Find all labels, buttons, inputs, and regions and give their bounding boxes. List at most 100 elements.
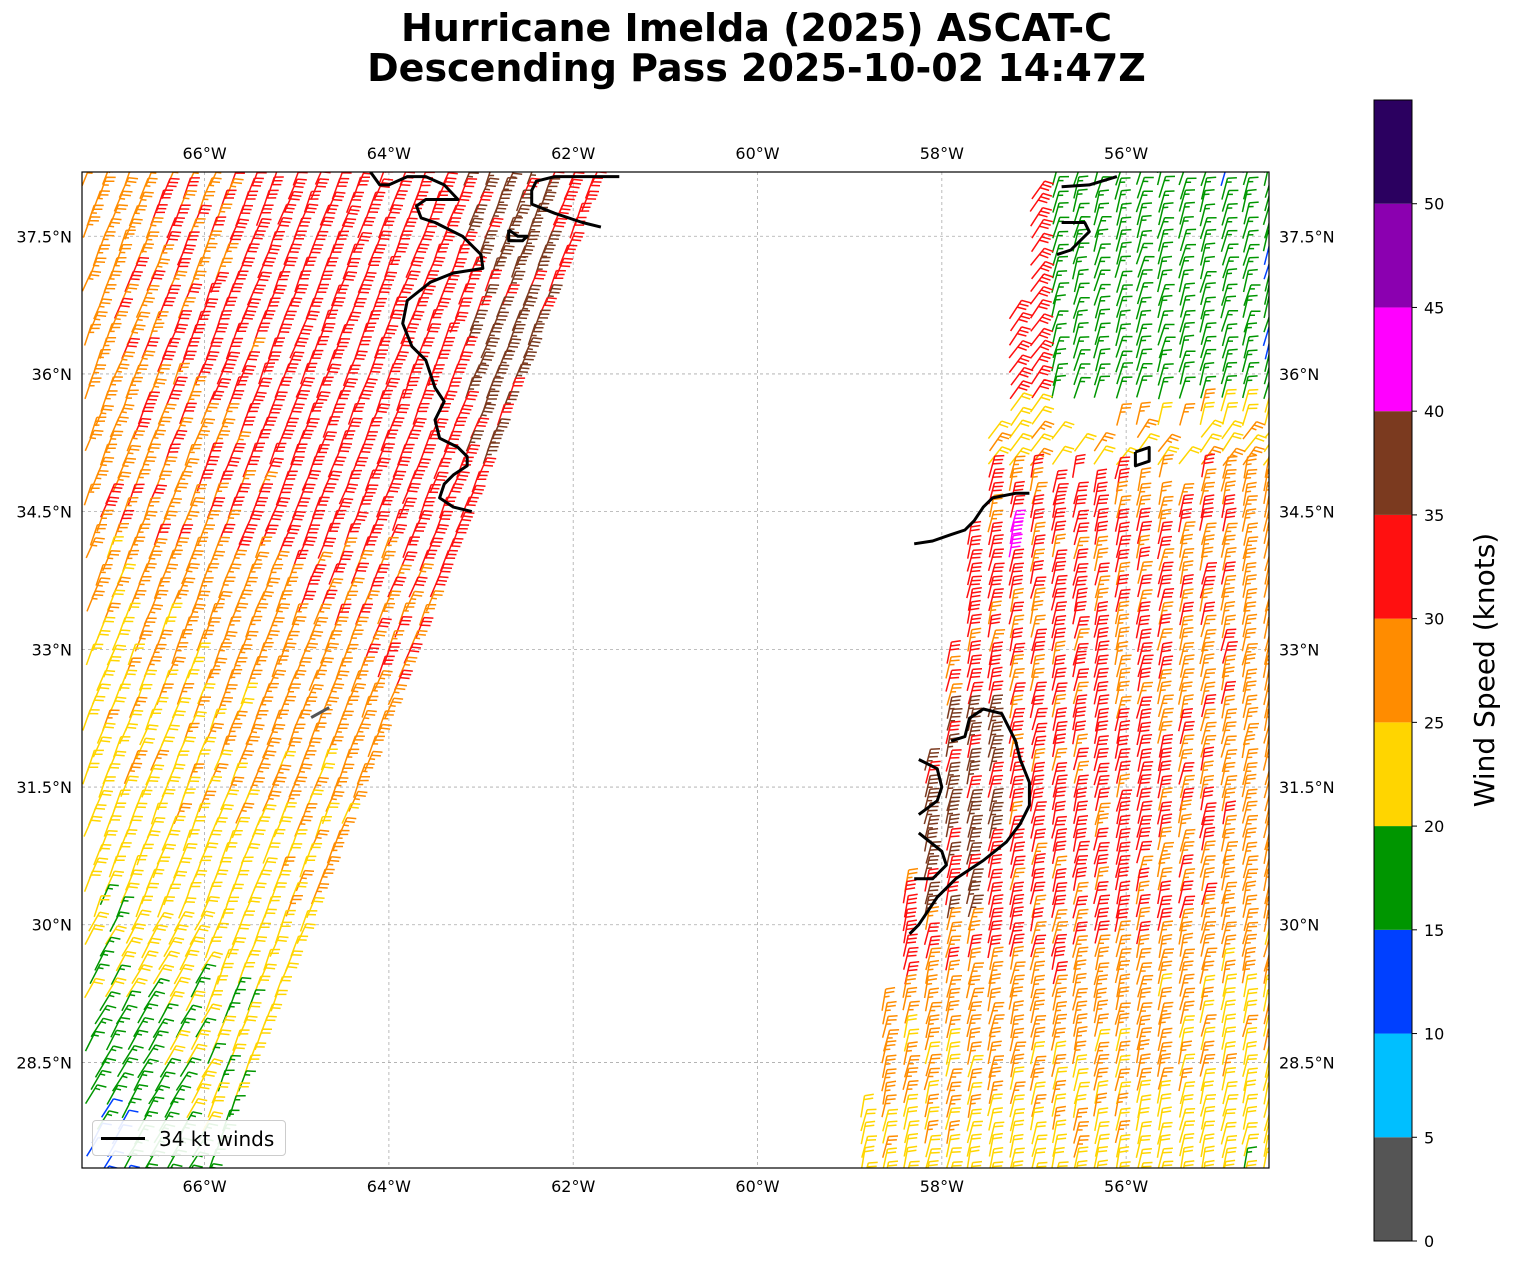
wind-barb [1178,734,1195,758]
wind-barb [1200,1026,1216,1051]
wind-barb [860,1093,874,1118]
lon-tick-label-bottom: 62°W [551,1177,595,1196]
wind-barb [198,790,217,813]
wind-barb [1010,366,1034,386]
wind-barb [511,204,532,226]
wind-barb [166,172,179,186]
wind-barb [322,416,341,438]
wind-barb [261,682,279,705]
wind-barb [200,951,223,971]
wind-barb [1009,587,1024,612]
wind-barb [1094,243,1111,266]
wind-barb [1157,787,1173,811]
wind-barb [515,189,534,212]
wind-barb [1136,229,1152,253]
wind-barb [124,218,143,240]
wind-barb [1071,256,1087,280]
wind-barb [305,297,324,320]
wind-barb [1200,628,1217,652]
wind-barb [1010,1041,1027,1064]
wind-barb [330,616,349,638]
wind-barb [181,562,200,585]
wind-barb [1221,787,1236,812]
wind-barb [99,936,121,957]
wind-barb [1072,681,1089,705]
wind-barb [237,310,257,332]
wind-barb [881,1040,897,1064]
wind-barb [258,471,278,493]
wind-barb [1179,626,1194,651]
wind-barb [157,296,176,319]
wind-barb [1137,589,1153,613]
wind-barb [188,324,206,346]
wind-barb [204,282,222,305]
wind-barb [965,880,982,905]
wind-barb [1179,309,1196,333]
wind-barb [1052,1066,1068,1090]
wind-barb [1010,841,1026,865]
wind-barb [266,616,285,639]
wind-barb [1242,574,1257,598]
wind-barb [240,682,259,705]
wind-barb [1093,494,1110,518]
wind-barb [135,683,153,706]
wind-barb [459,336,478,358]
wind-barb [1264,554,1269,572]
wind-barb [200,402,219,425]
wind-barb [1115,920,1131,944]
wind-barb [199,242,218,265]
wind-barb [361,590,380,612]
wind-barb [262,790,282,812]
wind-barb [131,964,153,985]
wind-barb [336,763,355,786]
wind-barb [1072,1054,1088,1078]
wind-barb [1158,1001,1174,1025]
wind-barb [159,510,178,532]
wind-barb [1221,176,1237,200]
wind-barb [163,389,183,412]
wind-barb [925,760,941,784]
wind-barb [1243,1040,1257,1065]
wind-barb [1094,626,1109,652]
wind-barb [1094,295,1111,319]
wind-barb [1072,747,1089,771]
wind-barb [332,389,351,412]
wind-barb [266,563,284,586]
wind-barb [287,615,307,638]
wind-barb [1178,547,1195,571]
wind-barb [1157,445,1180,466]
wind-barb [173,857,192,879]
wind-barb [401,270,421,292]
wind-barb [236,365,256,387]
wind-barb [105,483,124,505]
wind-barb [166,216,185,239]
wind-barb [186,603,206,625]
wind-barb [100,1098,123,1118]
wind-barb [1264,272,1269,292]
wind-barb [1094,907,1110,931]
wind-barb [1221,336,1239,359]
wind-barb [137,1003,159,1024]
wind-barb [882,1029,900,1052]
lat-tick-label-right: 28.5°N [1279,1053,1335,1072]
wind-barb [1157,574,1173,598]
wind-barb [925,1053,942,1077]
wind-barb [1051,172,1057,186]
wind-barb [1094,866,1110,890]
wind-barb [134,575,152,598]
wind-barb [88,310,108,333]
wind-barb [221,456,241,479]
wind-barb [1093,827,1109,851]
wind-barb [1178,1015,1195,1038]
wind-barb [946,683,963,706]
wind-barb [1221,906,1236,931]
wind-barb [1221,694,1236,719]
contour-34kt [1133,445,1151,468]
wind-barb [138,617,157,639]
wind-barb [1094,774,1110,798]
wind-barb [1072,1000,1088,1025]
colorbar-bin [1374,100,1412,204]
wind-barb [327,456,347,478]
wind-barb [111,576,131,598]
wind-barb [988,493,1004,518]
